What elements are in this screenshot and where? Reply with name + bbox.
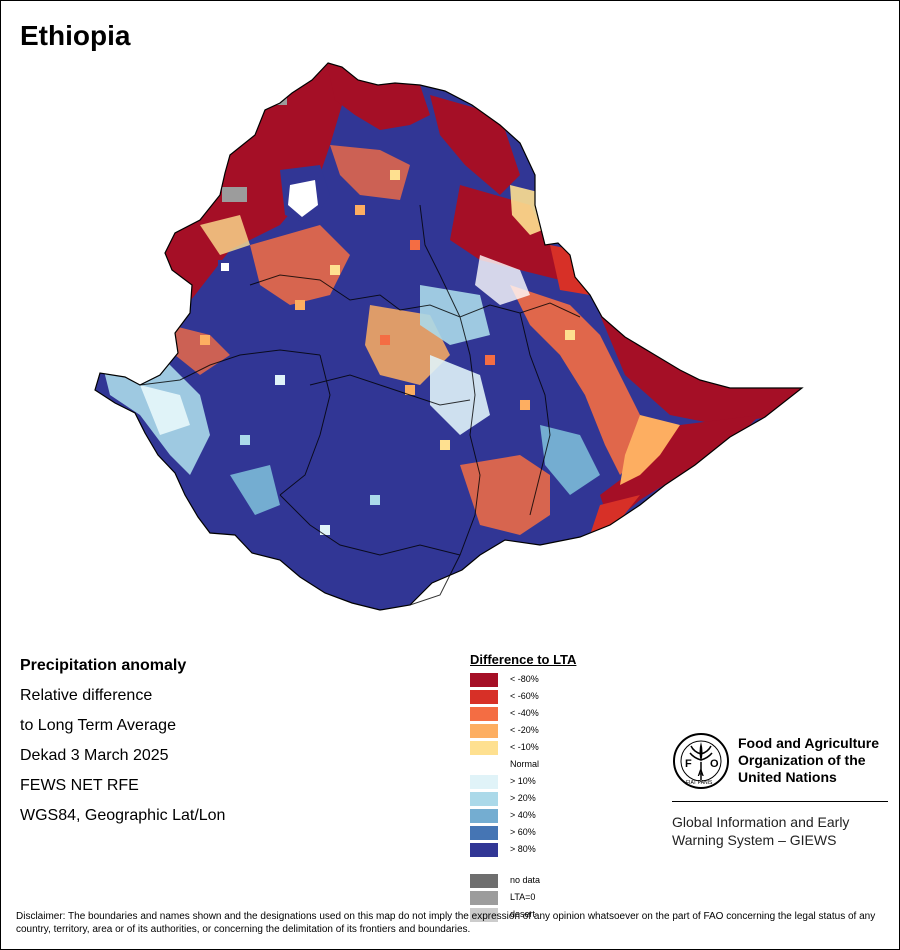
anomaly-map [80, 55, 820, 625]
legend-swatch [470, 690, 498, 704]
legend-item: < -60% [470, 688, 650, 705]
map-info-line: Relative difference [20, 687, 153, 704]
legend-label: > 10% [510, 776, 536, 786]
legend-item: Normal [470, 756, 650, 773]
legend-item: < -40% [470, 705, 650, 722]
map-info-title: Precipitation anomaly [20, 657, 187, 674]
legend-label: Normal [510, 759, 540, 769]
legend-label: < -60% [510, 691, 539, 701]
giews-name-line: Global Information and Early [672, 814, 850, 830]
legend-item: > 20% [470, 790, 650, 807]
disclaimer: Disclaimer: The boundaries and names sho… [16, 911, 876, 935]
legend-item: < -10% [470, 739, 650, 756]
fao-name-line: United Nations [738, 769, 837, 785]
legend-label: < -20% [510, 725, 539, 735]
legend-swatch [470, 724, 498, 738]
fao-branding: F O A FIAT PANIS Food and Agriculture Or… [672, 732, 888, 852]
country-outline [94, 62, 804, 611]
divider [672, 801, 888, 802]
fao-name-line: Organization of the [738, 752, 866, 768]
fao-organization-name: Food and Agriculture Organization of the… [738, 735, 879, 786]
map-info-source: FEWS NET RFE [20, 777, 139, 794]
legend-swatch [470, 908, 498, 922]
map-info-line: to Long Term Average [20, 717, 176, 734]
legend-item: no data [470, 872, 650, 889]
legend-swatch [470, 826, 498, 840]
legend-swatch [470, 809, 498, 823]
legend-item: < -80% [470, 671, 650, 688]
legend-label: > 40% [510, 810, 536, 820]
map-info-projection: WGS84, Geographic Lat/Lon [20, 807, 226, 824]
fao-logo-icon: F O A FIAT PANIS [673, 733, 729, 789]
legend-label: > 20% [510, 793, 536, 803]
legend-label: < -40% [510, 708, 539, 718]
legend-swatch [470, 775, 498, 789]
legend-item: < -20% [470, 722, 650, 739]
legend-swatch [470, 673, 498, 687]
legend-item: > 60% [470, 824, 650, 841]
fao-logo-motto: FIAT PANIS [686, 780, 713, 786]
legend-swatch [470, 843, 498, 857]
legend-swatch [470, 707, 498, 721]
map-info-date: Dekad 3 March 2025 [20, 747, 169, 764]
legend-item: > 80% [470, 841, 650, 858]
region-boundaries [139, 204, 581, 606]
map-info: Precipitation anomaly Relative differenc… [20, 655, 225, 835]
legend-classes: < -80% < -60% < -40% < -20% < -10% Normal > 10… [470, 671, 650, 858]
legend-label: desert [510, 909, 536, 919]
legend-item: LTA=0 [470, 889, 650, 906]
fao-logo-letter-a: A [698, 768, 705, 778]
giews-name: Global Information and Early Warning Sys… [672, 813, 849, 849]
fao-logo-letter-f: F [685, 758, 692, 770]
legend: Difference to LTA < -80% < -60% < -40% < -2… [470, 652, 650, 923]
legend-swatch [470, 741, 498, 755]
legend-label: < -80% [510, 674, 539, 684]
legend-item: desert [470, 906, 650, 923]
legend-swatch [470, 891, 498, 905]
legend-swatch [470, 874, 498, 888]
legend-item: > 10% [470, 773, 650, 790]
legend-swatch [470, 758, 498, 772]
legend-title: Difference to LTA [470, 652, 577, 667]
legend-label: > 60% [510, 827, 536, 837]
legend-label: < -10% [510, 742, 539, 752]
legend-item: > 40% [470, 807, 650, 824]
legend-swatch [470, 792, 498, 806]
legend-label: no data [510, 875, 541, 885]
giews-name-line: Warning System – GIEWS [672, 832, 837, 848]
country-title: Ethiopia [20, 20, 131, 51]
legend-label: LTA=0 [510, 892, 536, 902]
ethiopia-map-svg [94, 62, 804, 611]
fao-name-line: Food and Agriculture [738, 735, 880, 751]
anomaly-raster [95, 63, 802, 610]
fao-logo-letter-o: O [710, 758, 719, 770]
legend-special: no data LTA=0 desert [470, 872, 650, 923]
legend-label: > 80% [510, 844, 536, 854]
